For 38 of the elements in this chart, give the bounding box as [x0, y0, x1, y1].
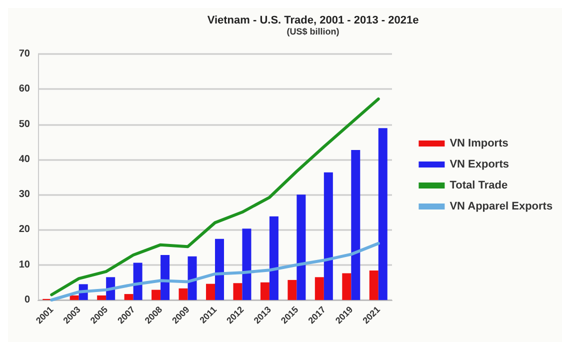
line-series — [50, 97, 380, 296]
chart-title: Vietnam - U.S. Trade, 2001 - 2013 - 2021e — [207, 14, 419, 26]
bar — [288, 280, 297, 300]
y-tick-label: 40 — [18, 154, 30, 165]
bar — [70, 295, 79, 300]
bar — [260, 282, 270, 300]
bar — [269, 216, 278, 300]
bar — [369, 270, 378, 300]
bar — [124, 294, 134, 300]
bar — [188, 256, 197, 300]
bar — [296, 194, 306, 300]
legend-label: VN Imports — [450, 138, 508, 150]
bar — [178, 288, 188, 300]
bar — [233, 283, 242, 300]
chart-subtitle: (US$ billion) — [286, 26, 340, 36]
bar — [378, 128, 388, 300]
bar — [133, 262, 142, 300]
y-tick-label: 70 — [18, 48, 30, 60]
bar — [160, 255, 170, 300]
bar — [342, 273, 352, 300]
bar — [215, 238, 224, 300]
y-tick-label: 10 — [18, 259, 30, 270]
bar — [97, 295, 106, 300]
bar — [314, 277, 324, 300]
y-tick-label: 0 — [24, 294, 30, 306]
bar — [152, 290, 161, 300]
legend-label: VN Exports — [450, 158, 509, 170]
y-tick-label: 20 — [18, 224, 30, 236]
bar — [206, 284, 215, 300]
bar — [242, 228, 252, 300]
bar — [351, 150, 360, 300]
legend-label: VN Apparel Exports — [450, 200, 553, 212]
y-tick-label: 50 — [18, 118, 30, 130]
y-tick-label: 30 — [18, 189, 30, 200]
y-tick-label: 60 — [18, 84, 30, 95]
line-series — [50, 242, 380, 302]
legend-label: Total Trade — [450, 180, 508, 192]
bar — [324, 172, 333, 300]
